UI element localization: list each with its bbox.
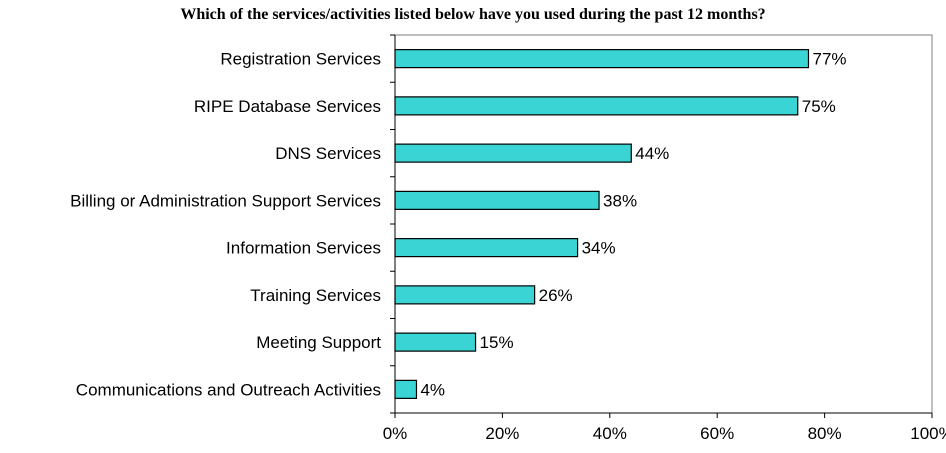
x-tick-label: 80% <box>808 424 842 443</box>
category-label: Training Services <box>250 286 381 305</box>
category-label: Communications and Outreach Activities <box>76 380 381 399</box>
data-label: 26% <box>539 286 573 305</box>
bar <box>394 379 418 399</box>
x-tick-label: 60% <box>700 424 734 443</box>
category-label: Information Services <box>226 239 381 258</box>
bar <box>394 190 600 210</box>
category-label: Registration Services <box>220 50 381 69</box>
x-tick-label: 40% <box>593 424 627 443</box>
category-label: Meeting Support <box>256 333 381 352</box>
bar <box>394 285 536 305</box>
data-label: 77% <box>812 50 846 69</box>
bar <box>394 238 579 258</box>
bar <box>394 96 799 116</box>
x-tick-label: 0% <box>383 424 408 443</box>
data-label: 34% <box>582 239 616 258</box>
data-label: 4% <box>420 380 445 399</box>
plot-area <box>394 34 933 414</box>
bar <box>394 49 810 69</box>
bar <box>394 143 632 163</box>
data-label: 15% <box>480 333 514 352</box>
chart-title: Which of the services/activities listed … <box>180 6 766 23</box>
x-tick-label: 100% <box>910 424 946 443</box>
category-label: RIPE Database Services <box>194 97 381 116</box>
bar <box>394 332 477 352</box>
data-label: 75% <box>802 97 836 116</box>
x-tick-label: 20% <box>485 424 519 443</box>
data-label: 44% <box>635 144 669 163</box>
axis-layer: 0% 20% 40% 60% 80% 100% Registration Services R… <box>70 34 946 443</box>
category-label: Billing or Administration Support Servic… <box>70 191 381 210</box>
data-label: 38% <box>603 191 637 210</box>
category-label: DNS Services <box>275 144 381 163</box>
